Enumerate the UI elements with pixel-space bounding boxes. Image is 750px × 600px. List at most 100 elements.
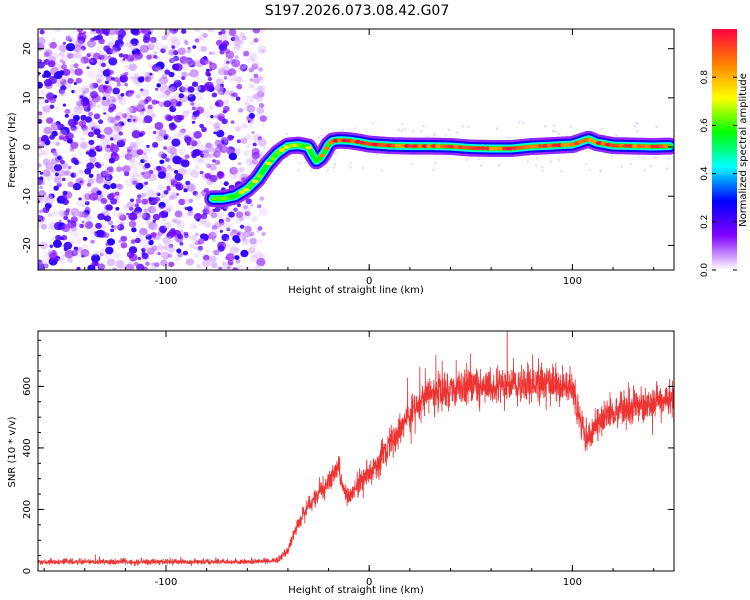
noise-blob <box>148 267 152 270</box>
noise-blob <box>242 238 248 244</box>
noise-blob <box>59 59 64 63</box>
noise-blob <box>52 210 59 217</box>
noise-blob <box>234 255 240 260</box>
noise-blob <box>152 130 157 135</box>
noise-blob <box>173 79 182 88</box>
noise-blob <box>227 259 234 266</box>
ridge-peak <box>265 161 272 166</box>
noise-blob <box>243 50 250 57</box>
noise-blob <box>69 127 77 135</box>
noise-blob <box>163 146 168 150</box>
noise-blob <box>76 29 84 33</box>
noise-blob <box>127 120 135 127</box>
noise-dot <box>333 163 337 166</box>
noise-blob <box>251 131 255 135</box>
noise-blob <box>146 54 152 60</box>
ridge-peak <box>435 144 442 149</box>
noise-dot <box>285 132 288 135</box>
noise-blob <box>177 233 183 240</box>
noise-blob <box>89 192 98 201</box>
noise-blob <box>171 218 177 224</box>
noise-blob <box>88 149 97 158</box>
noise-blob <box>62 68 71 76</box>
noise-blob <box>208 153 214 159</box>
noise-blob <box>80 249 90 258</box>
noise-blob <box>49 244 54 248</box>
ridge-peak <box>305 145 312 150</box>
noise-blob <box>67 78 74 84</box>
noise-blob <box>131 177 140 186</box>
noise-blob <box>135 198 142 204</box>
noise-dot <box>433 134 437 137</box>
noise-blob <box>81 91 86 95</box>
noise-blob <box>238 167 245 173</box>
noise-blob <box>160 194 166 199</box>
noise-dot <box>444 134 447 137</box>
ridge-peak <box>444 144 451 149</box>
noise-blob <box>54 172 60 177</box>
noise-blob <box>202 152 212 161</box>
noise-blob <box>249 106 255 112</box>
noise-blob <box>183 188 188 193</box>
noise-blob <box>90 239 95 244</box>
noise-dot <box>332 166 335 170</box>
noise-blob <box>227 68 237 76</box>
noise-blob <box>227 134 234 141</box>
noise-blob <box>100 170 109 178</box>
noise-blob <box>188 60 196 68</box>
noise-blob <box>124 71 129 76</box>
noise-blob <box>108 157 115 164</box>
noise-blob <box>174 218 182 225</box>
noise-dot <box>422 124 425 128</box>
noise-blob <box>56 45 64 51</box>
noise-blob <box>189 223 198 231</box>
noise-blob <box>144 76 152 83</box>
noise-dot <box>425 135 428 138</box>
noise-blob <box>116 183 124 190</box>
noise-blob <box>77 246 82 251</box>
ridge-peak <box>497 146 505 151</box>
noise-blob <box>152 213 161 221</box>
noise-blob <box>96 34 103 41</box>
noise-blob <box>176 248 182 254</box>
noise-blob <box>205 249 210 253</box>
noise-blob <box>189 69 199 78</box>
noise-blob <box>141 252 149 260</box>
noise-blob <box>169 35 178 43</box>
noise-blob <box>181 84 190 93</box>
noise-blob <box>240 249 249 258</box>
noise-blob <box>75 248 79 252</box>
noise-blob <box>39 209 44 214</box>
noise-blob <box>38 152 42 158</box>
noise-blob <box>150 206 159 214</box>
noise-blob <box>139 239 149 248</box>
noise-blob <box>178 93 184 99</box>
noise-blob <box>196 115 201 120</box>
noise-blob <box>199 170 204 175</box>
noise-dot <box>447 128 450 131</box>
noise-blob <box>234 124 242 132</box>
noise-blob <box>225 50 235 59</box>
noise-dot <box>667 157 671 160</box>
noise-blob <box>99 39 103 42</box>
noise-blob <box>39 192 44 197</box>
noise-blob <box>42 259 48 265</box>
noise-blob <box>110 47 118 55</box>
noise-blob <box>216 211 225 219</box>
noise-blob <box>45 196 55 205</box>
noise-blob <box>126 201 135 209</box>
noise-blob <box>122 165 131 173</box>
noise-blob <box>110 77 115 81</box>
noise-blob <box>253 87 258 92</box>
noise-blob <box>122 204 126 208</box>
noise-blob <box>187 92 194 98</box>
noise-blob <box>258 207 268 216</box>
noise-blob <box>93 113 101 120</box>
ridge-peak <box>314 158 321 162</box>
noise-blob <box>208 105 214 110</box>
noise-blob <box>73 106 83 115</box>
noise-dot <box>480 164 483 167</box>
noise-blob <box>205 222 212 229</box>
noise-blob <box>255 107 263 114</box>
noise-blob <box>134 237 141 244</box>
